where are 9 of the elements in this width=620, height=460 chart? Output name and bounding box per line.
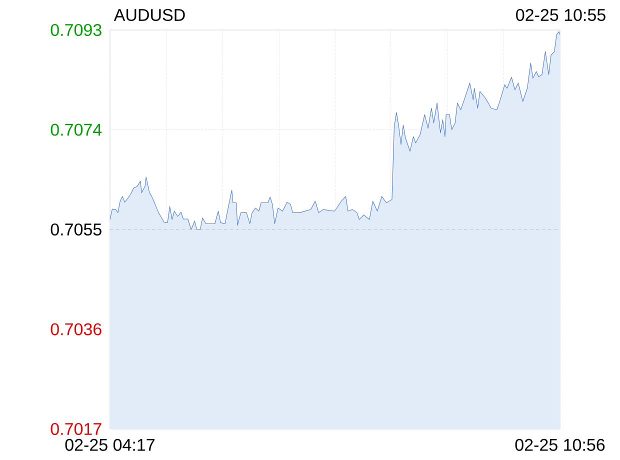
x-tick-label: 02-25 10:56 xyxy=(515,438,605,451)
chart-title: AUDUSD xyxy=(114,8,185,22)
x-tick-label: 02-25 04:17 xyxy=(65,438,154,451)
y-tick-label: 0.7055 xyxy=(50,223,102,236)
y-tick-label: 0.7093 xyxy=(50,24,102,36)
y-tick-label: 0.7036 xyxy=(50,323,102,336)
y-tick-label: 0.7074 xyxy=(50,124,102,136)
text: 02-25 10:55 xyxy=(516,8,606,22)
y-tick-label: 0.7017 xyxy=(50,422,102,436)
